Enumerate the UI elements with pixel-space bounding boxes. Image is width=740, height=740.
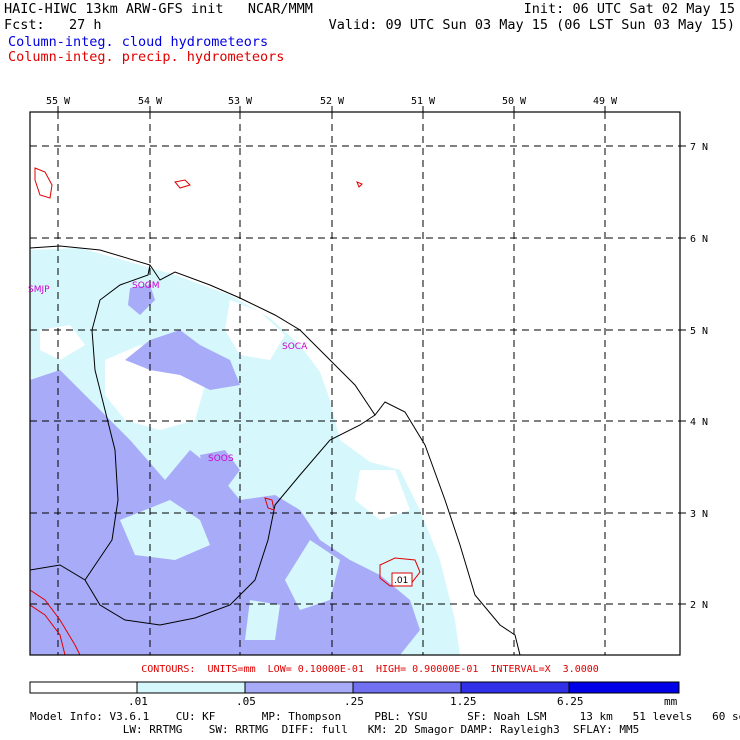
field-label-cloud: Column-integ. cloud hydrometeors (8, 34, 269, 50)
cloud-gap-mid-3 (245, 600, 280, 640)
contour-value-label: .01 (394, 576, 408, 586)
station-label: SOGM (132, 281, 160, 291)
lon-label: 52 W (320, 96, 345, 107)
lon-label: 51 W (411, 96, 436, 107)
precip-contours (30, 167, 421, 655)
contour-info: CONTOURS: UNITS=mm LOW= 0.10000E-01 HIGH… (141, 664, 599, 675)
color-legend (29, 681, 680, 694)
legend-units: mm (664, 695, 678, 708)
border-guyane-brazil (30, 414, 376, 626)
station-label: SMJP (28, 285, 50, 295)
border-suriname-guyane (84, 264, 151, 581)
lat-label: 2 N (690, 600, 708, 611)
cloud-gap-4 (40, 325, 85, 360)
coastline (30, 245, 521, 655)
field-label-precip: Column-integ. precip. hydrometeors (8, 49, 285, 65)
model-info-line2: LW: RRTMG SW: RRTMG DIFF: full KM: 2D Sm… (30, 723, 640, 736)
legend-threshold: 6.25 (557, 695, 584, 708)
lat-label: 7 N (690, 142, 708, 153)
lat-label: 6 N (690, 234, 708, 245)
station-label: SOOS (208, 454, 234, 464)
lon-label: 49 W (593, 96, 618, 107)
lon-label: 55 W (46, 96, 71, 107)
cloud-gap-3 (355, 470, 410, 520)
cloud-shading-mid-4 (128, 285, 155, 315)
valid-time: Valid: 09 UTC Sun 03 May 15 (06 LST Sun … (328, 17, 735, 33)
lat-label: 4 N (690, 417, 708, 428)
model-title: HAIC-HIWC 13km ARW-GFS init NCAR/MMM (4, 1, 313, 17)
lon-label: 54 W (138, 96, 163, 107)
cloud-gap-mid-2 (285, 540, 340, 610)
cloud-gap-mid-1 (120, 500, 210, 560)
lat-lon-grid (30, 112, 680, 655)
lon-label: 50 W (502, 96, 527, 107)
cloud-shading-mid-3 (200, 450, 240, 490)
model-info-line1: Model Info: V3.6.1 CU: KF MP: Thompson P… (30, 710, 740, 723)
legend-threshold: .01 (128, 695, 148, 708)
legend-threshold: .25 (344, 695, 364, 708)
cloud-shading-mid-2 (125, 330, 240, 390)
forecast-hour: Fcst: 27 h (4, 17, 102, 33)
lat-label: 5 N (690, 326, 708, 337)
station-label: SOCA (282, 342, 308, 352)
lat-label: 3 N (690, 509, 708, 520)
legend-threshold: .05 (236, 695, 256, 708)
init-time: Init: 06 UTC Sat 02 May 15 (523, 1, 735, 17)
legend-threshold: 1.25 (450, 695, 477, 708)
lon-label: 53 W (228, 96, 253, 107)
